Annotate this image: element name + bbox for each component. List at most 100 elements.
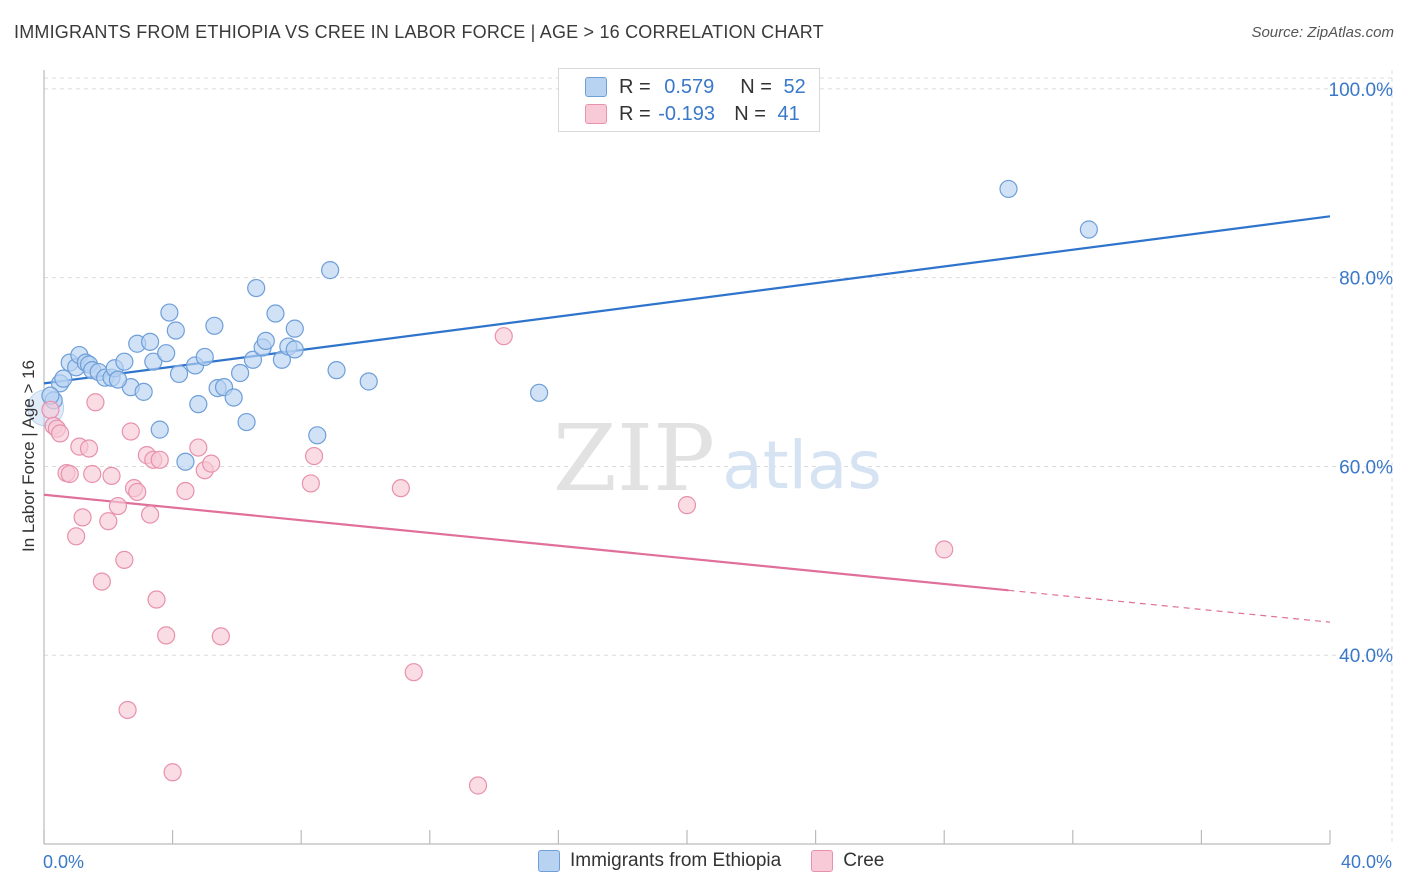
legend-r-value: -0.193 (658, 102, 715, 125)
watermark-atlas: atlas (722, 427, 882, 504)
x-tick-max: 40.0% (1340, 852, 1392, 872)
data-point-ethiopia (359, 372, 378, 391)
data-point-ethiopia (108, 370, 128, 389)
gridlines (44, 70, 1393, 844)
legend-label-cree: Cree (843, 850, 885, 871)
data-point-cree (935, 540, 954, 559)
data-point-ethiopia (247, 278, 266, 298)
data-point-ethiopia (231, 363, 250, 383)
data-point-ethiopia (224, 388, 243, 407)
y-tick-label: 60.0% (1339, 457, 1393, 478)
trend-line-cree (43, 493, 1009, 592)
watermark-zip: ZIP (553, 405, 715, 512)
data-point-ethiopia (999, 179, 1018, 199)
data-point-ethiopia (160, 303, 179, 322)
axes (43, 70, 1331, 845)
data-point-cree (79, 439, 99, 458)
data-point-cree (102, 466, 121, 485)
data-point-cree (189, 438, 208, 457)
y-tick-labels: 40.0% 60.0% 80.0% 100.0% (1329, 80, 1394, 667)
data-point-ethiopia (237, 412, 256, 432)
data-point-ethiopia (176, 452, 195, 471)
data-point-ethiopia (169, 364, 189, 384)
data-point-cree (202, 454, 221, 473)
correlation-legend: R = 0.579 N = 52 R = -0.193 N = 41 (558, 68, 820, 132)
data-point-ethiopia (321, 261, 340, 280)
data-point-ethiopia (285, 319, 304, 338)
data-points (27, 179, 1098, 795)
legend-n-value: 41 (777, 102, 800, 125)
data-point-ethiopia (205, 316, 224, 335)
watermark: ZIP atlas (553, 405, 882, 512)
x-tick-min: 0.0% (43, 852, 85, 872)
data-point-cree (404, 663, 423, 682)
data-point-ethiopia (327, 361, 346, 380)
legend-row-cree: R = -0.193 N = 41 (585, 101, 800, 127)
legend-swatch-ethiopia (538, 850, 560, 872)
data-point-ethiopia (266, 304, 285, 323)
data-point-ethiopia (157, 344, 176, 363)
data-point-ethiopia (243, 350, 263, 369)
data-point-cree (67, 527, 86, 546)
data-point-ethiopia (134, 382, 153, 401)
y-tick-label: 100.0% (1329, 80, 1394, 101)
legend-n-value: 52 (783, 75, 806, 98)
legend-swatch-pink (585, 104, 607, 124)
data-point-ethiopia (189, 395, 208, 414)
data-point-cree (128, 482, 147, 502)
trend-line-cree-extension (1008, 589, 1331, 623)
data-point-cree (73, 508, 92, 527)
data-point-ethiopia (115, 352, 134, 371)
data-point-ethiopia (308, 426, 327, 445)
legend-r-value: 0.579 (664, 75, 715, 98)
data-point-cree (121, 422, 140, 441)
data-point-cree (468, 776, 488, 795)
data-point-ethiopia (285, 340, 304, 359)
legend-r-label: R = (619, 102, 651, 125)
data-point-cree (41, 400, 60, 419)
data-point-cree (83, 464, 102, 484)
data-point-ethiopia (256, 331, 275, 350)
data-point-cree (115, 550, 134, 569)
legend-label-ethiopia: Immigrants from Ethiopia (570, 850, 782, 871)
data-point-cree (140, 505, 160, 524)
data-point-cree (677, 496, 697, 515)
legend-r-label: R = (619, 75, 651, 98)
data-point-ethiopia (1079, 220, 1098, 239)
series-legend: Immigrants from Ethiopia Cree (538, 850, 884, 872)
data-point-cree (118, 700, 137, 720)
data-point-ethiopia (195, 347, 214, 367)
data-point-cree (494, 327, 513, 346)
data-point-cree (60, 464, 79, 484)
data-point-cree (86, 393, 105, 412)
data-point-ethiopia (54, 369, 73, 388)
data-point-ethiopia (166, 321, 185, 340)
legend-row-ethiopia: R = 0.579 N = 52 (585, 74, 806, 100)
data-point-cree (99, 512, 118, 531)
data-point-ethiopia (144, 352, 163, 371)
data-point-ethiopia (150, 420, 169, 439)
data-point-ethiopia (140, 332, 160, 351)
data-point-cree (211, 627, 230, 646)
data-point-cree (391, 479, 410, 498)
y-tick-label: 40.0% (1339, 646, 1393, 667)
chart-title: IMMIGRANTS FROM ETHIOPIA VS CREE IN LABO… (14, 22, 824, 42)
data-point-cree (157, 626, 176, 645)
data-point-cree (150, 450, 169, 469)
legend-swatch-blue (585, 77, 607, 97)
y-axis-title: In Labor Force | Age > 16 (19, 359, 38, 553)
data-point-cree (176, 481, 195, 501)
data-point-cree (147, 590, 166, 609)
legend-n-label: N = (740, 75, 772, 98)
data-point-cree (163, 763, 182, 782)
data-point-cree (50, 424, 70, 443)
data-point-cree (92, 572, 111, 591)
source-label: Source: ZipAtlas.com (1251, 24, 1394, 41)
legend-n-label: N = (734, 102, 766, 125)
data-point-cree (304, 446, 324, 466)
data-point-cree (301, 474, 320, 493)
data-point-cree (108, 496, 128, 516)
y-tick-label: 80.0% (1339, 269, 1393, 290)
data-point-ethiopia (530, 383, 549, 402)
